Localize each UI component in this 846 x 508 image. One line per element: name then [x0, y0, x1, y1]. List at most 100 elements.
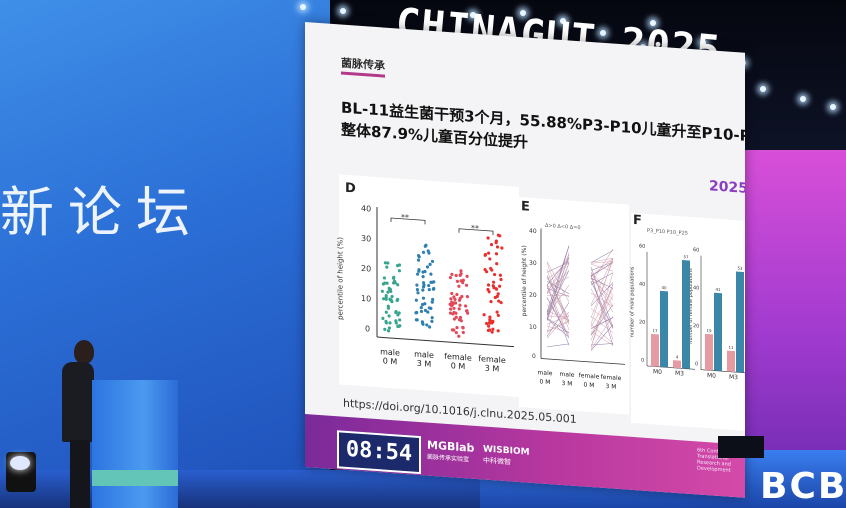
panel-d-point [454, 301, 458, 305]
panel-e-xtick: male 0 M [537, 369, 553, 387]
panel-d-point [387, 314, 391, 318]
panel-f-plot: 17 40 4 57 19 41 11 53 [646, 251, 745, 374]
panel-d-point [383, 261, 388, 265]
panel-d-point [494, 252, 499, 256]
panel-d-point [495, 287, 499, 291]
panel-e-pair-line [590, 292, 614, 307]
panel-d-point [461, 330, 465, 335]
panel-d-point [452, 295, 456, 299]
panel-d-point [490, 268, 494, 272]
panel-d-point [415, 288, 420, 292]
panel-d-point [414, 311, 418, 315]
podium-band [92, 470, 178, 486]
panel-e-pair-line [590, 272, 614, 285]
panel-e-pair-line [590, 275, 614, 346]
panel-e-pair-line [546, 275, 570, 322]
panel-d-point [419, 306, 423, 310]
panel-d-point [449, 307, 453, 311]
panel-d-point [383, 281, 387, 285]
panel-d-point [398, 318, 402, 322]
panel-d-point [414, 298, 419, 302]
panel-d-point [427, 283, 431, 288]
speaker-legs [70, 440, 90, 508]
panel-d-point [386, 261, 390, 265]
panel-d-point [388, 321, 392, 325]
panel-e-pair-line [546, 310, 570, 321]
stage-light [760, 86, 766, 92]
panel-d-point [487, 324, 491, 328]
panel-d-point [430, 319, 434, 323]
panel-d-point [488, 315, 492, 319]
stage-light [560, 18, 566, 24]
panel-d-point [428, 262, 432, 266]
panel-e-pair-line [546, 321, 570, 332]
panel-f-bar-label: 53 [737, 266, 743, 271]
panel-d-point [427, 306, 431, 310]
panel-d-point [465, 274, 469, 278]
panel-d-point [487, 290, 491, 294]
panel-e-pair-line [546, 283, 570, 339]
panel-d-point [486, 283, 491, 287]
panel-d-point [454, 311, 458, 315]
stage-light [700, 40, 706, 46]
panel-d-point [396, 297, 400, 301]
panel-e-pair-line [546, 315, 570, 325]
panel-f-bar-label: 19 [706, 328, 712, 333]
panel-e-xtick: female 0 M [578, 372, 600, 390]
panel-d-point [455, 279, 460, 283]
panel-e-pair-line [590, 316, 614, 350]
panel-f-xtick: M3 [729, 373, 738, 382]
stage-light [600, 30, 606, 36]
panel-d-sig: ** [401, 212, 409, 223]
panel-f-bar-p3 [651, 333, 659, 367]
panel-d-point [493, 272, 497, 277]
panel-d-point [386, 290, 390, 294]
panel-d-point [430, 316, 434, 320]
panel-d-point [425, 323, 429, 327]
panel-e-pair-line [590, 317, 614, 329]
panel-e-xtick: male 3 M [559, 370, 575, 388]
panel-d-point [384, 295, 388, 300]
panel-d-point [397, 311, 401, 315]
slide-tag: 菌脉传承 [341, 54, 385, 78]
panel-d-point [498, 284, 502, 288]
panel-e-pair-line [590, 308, 614, 326]
panel-f-bar-p3 [727, 350, 735, 373]
panel-d-point [383, 327, 387, 331]
panel-e-pair-line [590, 316, 614, 333]
panel-d-point [452, 306, 456, 310]
panel-e-pair-line [546, 261, 570, 273]
panel-f-xtick: M0 [707, 372, 716, 380]
panel-e-pair-line [590, 262, 614, 277]
panel-d-point [397, 269, 402, 273]
panel-d-point [460, 294, 464, 299]
panel-d-point [384, 319, 388, 324]
panel-e-plot [540, 228, 625, 365]
panel-e-xaxis [541, 358, 625, 365]
panel-d-point [421, 275, 425, 279]
panel-d-point [486, 328, 490, 333]
spotlight-lens-icon [10, 456, 30, 470]
panel-f-bar-label: 40 [661, 285, 667, 290]
panel-d-point [459, 269, 463, 273]
panel-d-point [458, 303, 462, 307]
panel-d-point [421, 270, 425, 274]
panel-e-pair-line [590, 331, 614, 346]
panel-d-point [417, 255, 421, 259]
panel-e-pair-line [590, 250, 614, 263]
panel-d-point [500, 246, 504, 250]
panel-d-point [431, 297, 435, 302]
panel-e-pair-line [590, 283, 614, 341]
panel-d-point [380, 289, 385, 293]
panel-d-point [498, 273, 502, 277]
panel-e-pair-line [546, 318, 570, 338]
panel-d-point [448, 311, 453, 315]
panel-d-point [449, 297, 453, 301]
forum-backdrop-text: 新论坛 [0, 181, 204, 244]
panel-d-plot [376, 206, 514, 348]
panel-d-point [448, 275, 453, 280]
panel-d-point [464, 304, 468, 308]
panel-e-pair-line [546, 269, 570, 331]
stage-light [650, 20, 656, 26]
panel-e-pair-line [546, 245, 570, 320]
